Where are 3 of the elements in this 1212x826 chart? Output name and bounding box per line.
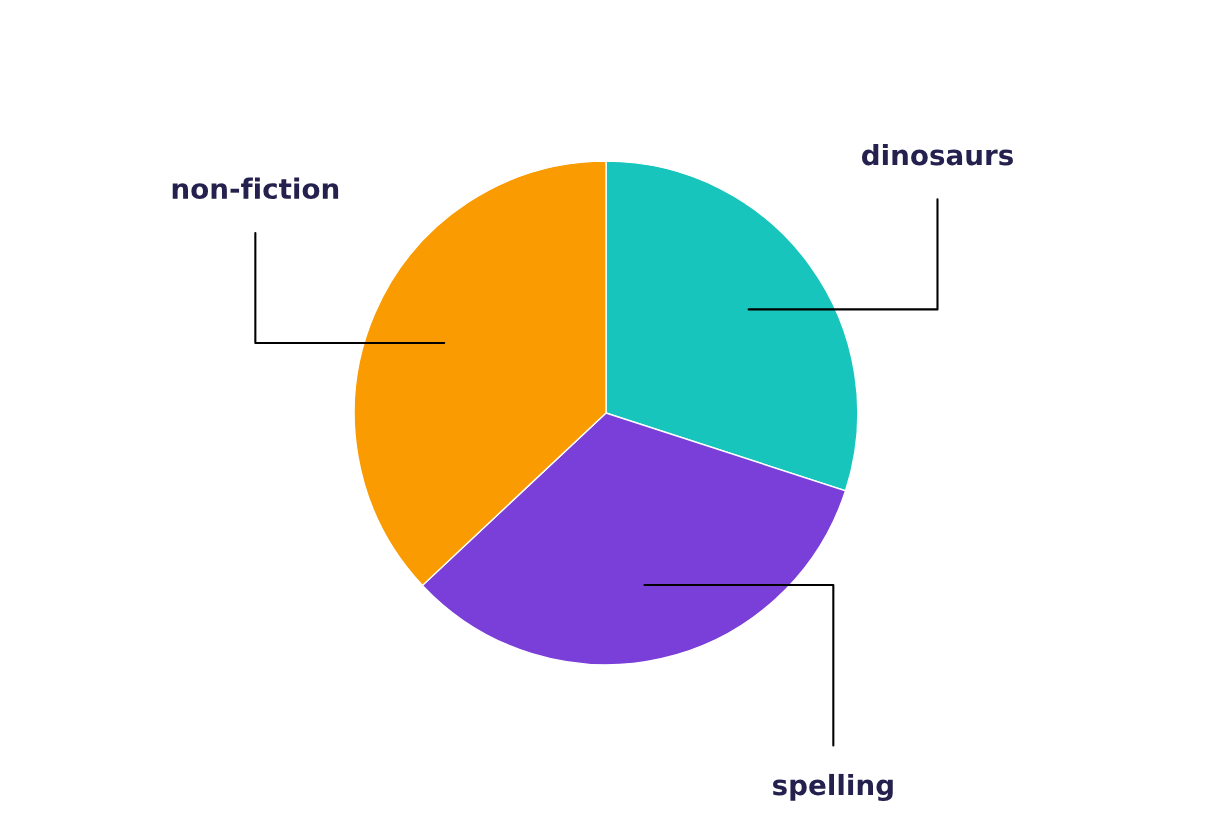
slice-label: spelling [773,773,893,802]
slice-label: non-fiction [172,177,339,200]
slice-label: dinosaurs [861,144,1013,166]
